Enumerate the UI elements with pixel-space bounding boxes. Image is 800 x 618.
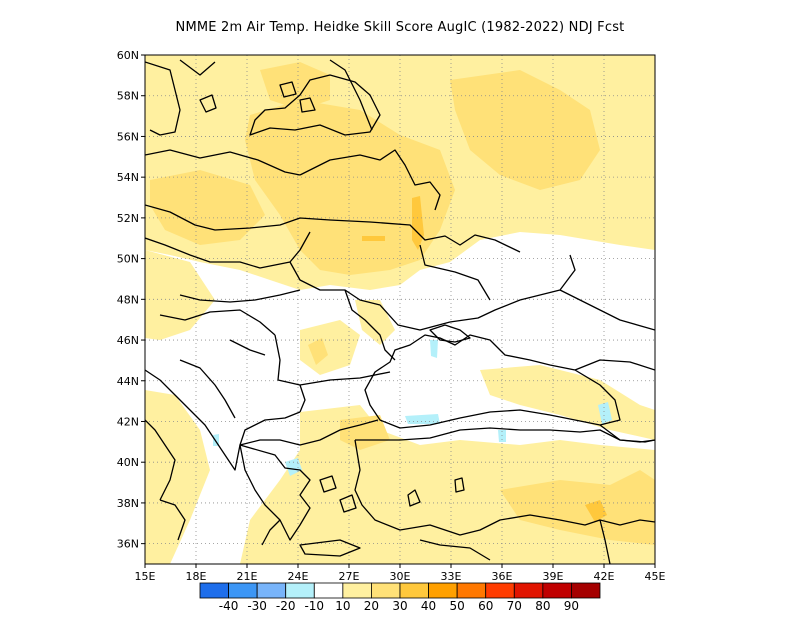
colorbar-labels: -40 -30 -20 -10 10 20 30 40 50 60 70 80 90 [219,599,579,613]
colorbar-label: 70 [507,599,522,613]
colorbar-swatch [571,582,601,599]
skill-region-anatolia-20 [500,470,655,545]
skill-region-georgia-neg [598,402,612,424]
skill-region-crimea-neg [430,340,438,358]
colorbar-swatch [342,582,372,599]
lon-tick-label: 33E [441,570,462,583]
colorbar-label: 30 [392,599,407,613]
colorbar-swatch [456,582,487,599]
lon-tick-label: 18E [186,570,207,583]
skill-region-romania-20 [308,338,328,365]
lat-tick-label: 54N [117,171,139,184]
colorbar-swatch [256,582,287,599]
colorbar-swatch [228,582,258,599]
lat-tick-label: 50N [117,253,139,266]
lon-tick-label: 21E [237,570,258,583]
latitude-labels: 60N 58N 56N 54N 52N 50N 48N 46N 44N 42N 40N 38N 36N [117,49,139,551]
colorbar-swatch [542,582,572,599]
skill-region-northwest-20 [150,170,265,245]
colorbar-label: 90 [564,599,579,613]
skill-region-greece-20 [340,415,390,450]
lat-tick-label: 52N [117,212,139,225]
longitude-labels: 15E 18E 21E 24E 27E 30E 33E 36E 39E 42E 45E [135,570,666,583]
colorbar-swatch [428,582,458,599]
skill-region-north-20 [245,100,455,275]
skill-region-northeast-20 [450,70,600,190]
lon-tick-label: 42E [594,570,615,583]
lon-tick-label: 27E [339,570,360,583]
lat-tick-label: 60N [117,49,139,62]
lat-tick-label: 42N [117,415,139,428]
lat-tick-label: 56N [117,130,139,143]
colorbar-swatch [485,582,515,599]
colorbar-swatch [371,582,401,599]
colorbar-label: 10 [335,599,350,613]
lat-tick-label: 36N [117,538,139,551]
lon-tick-label: 45E [645,570,666,583]
skill-field [145,55,655,564]
coastlines-borders [145,59,655,564]
colorbar-label: -20 [276,599,296,613]
lon-tick-label: 36E [492,570,513,583]
skill-region-anatolia-30 [585,500,607,522]
lat-tick-label: 40N [117,456,139,469]
colorbar-swatch [313,582,344,599]
lon-tick-label: 15E [135,570,156,583]
colorbar-label: -30 [247,599,267,613]
colorbar-swatch [199,582,229,599]
lat-tick-label: 44N [117,375,139,388]
colorbar-label: -10 [304,599,324,613]
axis-ticks [141,54,656,568]
lat-tick-label: 48N [117,293,139,306]
lon-tick-label: 39E [543,570,564,583]
colorbar-label: 80 [535,599,550,613]
skill-region-baltic-20 [260,62,330,110]
colorbar-label: 50 [450,599,465,613]
skill-region-caucasus-10 [480,365,655,440]
skill-region-west-balkan-10 [145,390,210,564]
lat-tick-label: 58N [117,90,139,103]
colorbar-label: -40 [219,599,239,613]
colorbar [199,582,601,599]
colorbar-label: 40 [421,599,436,613]
lat-tick-label: 46N [117,334,139,347]
skill-region-belarus-30b [362,236,385,241]
colorbar-label: 60 [478,599,493,613]
lat-tick-label: 38N [117,497,139,510]
lat-lon-grid [145,55,655,564]
lon-tick-label: 30E [390,570,411,583]
lon-tick-label: 24E [288,570,309,583]
colorbar-swatch [399,582,429,599]
colorbar-label: 20 [364,599,379,613]
colorbar-swatch [285,582,315,599]
map-title: NMME 2m Air Temp. Heidke Skill Score Aug… [175,20,625,35]
colorbar-swatch [513,582,544,599]
